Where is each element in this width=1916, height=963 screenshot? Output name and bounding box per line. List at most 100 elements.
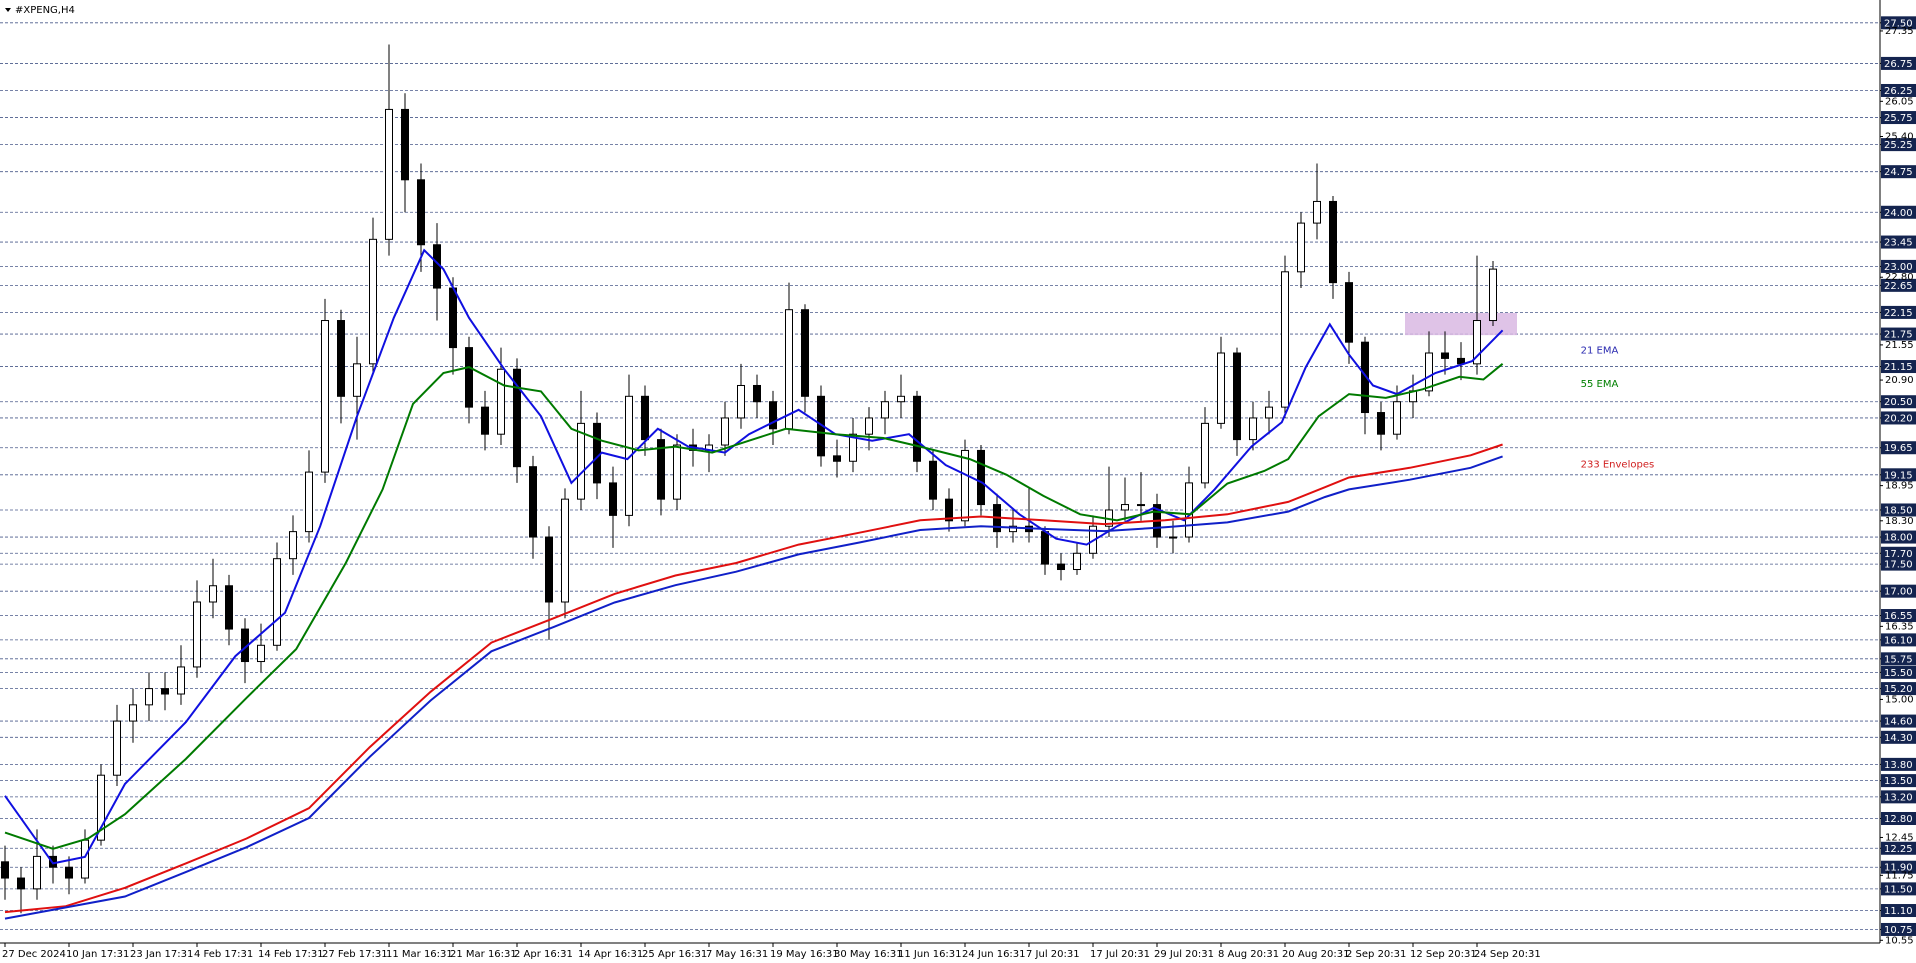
y-tick-box bbox=[1881, 665, 1916, 679]
y-tick-box bbox=[1881, 165, 1916, 179]
y-tick-label: 11.75 bbox=[1885, 870, 1914, 881]
candle-body bbox=[225, 585, 233, 630]
x-tick-label: 11 Mar 16:31 bbox=[386, 949, 453, 960]
candle-body bbox=[561, 498, 569, 603]
y-tick-label: 12.25 bbox=[1884, 844, 1913, 855]
y-tick-label: 12.80 bbox=[1884, 814, 1913, 825]
y-tick-label: 19.15 bbox=[1884, 470, 1913, 481]
candle-body bbox=[385, 108, 393, 240]
y-tick-box bbox=[1881, 138, 1916, 152]
y-tick-box bbox=[1881, 730, 1916, 744]
menu-triangle bbox=[5, 8, 11, 12]
candle-body bbox=[17, 877, 25, 890]
candle-body bbox=[337, 320, 345, 397]
candle-body bbox=[1009, 525, 1017, 533]
y-tick-label: 17.00 bbox=[1884, 587, 1913, 598]
x-tick-label: 24 Sep 20:31 bbox=[1474, 949, 1541, 960]
y-tick-box bbox=[1881, 633, 1916, 647]
y-tick-box bbox=[1881, 503, 1916, 517]
candle-body bbox=[1329, 200, 1337, 284]
indicator-label: 233 Envelopes bbox=[1581, 459, 1655, 470]
y-tick-box bbox=[1881, 278, 1916, 292]
candle-body bbox=[737, 384, 745, 419]
y-tick-label: 22.65 bbox=[1884, 281, 1913, 292]
y-tick-label: 27.50 bbox=[1884, 18, 1913, 29]
y-tick-box bbox=[1881, 841, 1916, 855]
candle-body bbox=[721, 417, 729, 446]
candle-body bbox=[465, 347, 473, 408]
candle-body bbox=[81, 839, 89, 879]
y-tick-label: 15.50 bbox=[1884, 668, 1913, 679]
indicator-line bbox=[4, 248, 1504, 865]
candle-body bbox=[1313, 200, 1321, 224]
candle-body bbox=[945, 498, 953, 522]
y-tick-box bbox=[1881, 882, 1916, 896]
y-tick-box bbox=[1881, 305, 1916, 319]
y-tick-label: 19.65 bbox=[1884, 443, 1913, 454]
indicator-label: 55 EMA bbox=[1581, 379, 1619, 390]
y-tick-box bbox=[1881, 111, 1916, 125]
candle-body bbox=[913, 395, 921, 462]
candle-body bbox=[449, 287, 457, 349]
y-tick-box bbox=[1881, 557, 1916, 571]
y-tick-label: 10.75 bbox=[1884, 925, 1913, 936]
y-tick-label: 15.20 bbox=[1884, 684, 1913, 695]
candle-body bbox=[401, 108, 409, 181]
candle-body bbox=[641, 395, 649, 441]
candle-body bbox=[849, 433, 857, 462]
candle-body bbox=[209, 585, 217, 603]
candle-body bbox=[609, 482, 617, 516]
x-tick-label: 20 Aug 20:31 bbox=[1282, 949, 1349, 960]
y-tick-label: 16.10 bbox=[1884, 635, 1913, 646]
candle-body bbox=[897, 395, 905, 403]
y-tick-box bbox=[1881, 790, 1916, 804]
y-tick-box bbox=[1881, 56, 1916, 70]
y-tick-label: 11.10 bbox=[1884, 906, 1913, 917]
x-tick-label: 14 Feb 17:31 bbox=[258, 949, 324, 960]
candle-body bbox=[1489, 268, 1497, 322]
candle-body bbox=[33, 855, 41, 890]
y-tick-label: 22.80 bbox=[1885, 272, 1914, 283]
y-tick-label: 21.15 bbox=[1884, 362, 1913, 373]
y-tick-box bbox=[1881, 83, 1916, 97]
y-tick-label: 14.60 bbox=[1884, 717, 1913, 728]
candle-body bbox=[513, 368, 521, 468]
x-tick-label: 21 Mar 16:31 bbox=[450, 949, 517, 960]
indicator-line bbox=[4, 455, 1503, 920]
x-tick-label: 17 Jul 20:31 bbox=[1090, 949, 1150, 960]
y-tick-label: 21.75 bbox=[1884, 330, 1913, 341]
candle-body bbox=[1473, 320, 1481, 365]
candle-body bbox=[257, 644, 265, 663]
y-tick-label: 22.15 bbox=[1884, 308, 1913, 319]
y-tick-label: 24.00 bbox=[1884, 208, 1913, 219]
y-tick-label: 15.75 bbox=[1884, 654, 1913, 665]
y-tick-box bbox=[1881, 812, 1916, 826]
y-tick-box bbox=[1881, 530, 1916, 544]
y-tick-label: 14.30 bbox=[1884, 733, 1913, 744]
y-tick-label: 11.90 bbox=[1884, 863, 1913, 874]
candle-body bbox=[865, 417, 873, 435]
y-tick-box bbox=[1881, 395, 1916, 409]
candle-body bbox=[577, 422, 585, 500]
indicator-line bbox=[4, 443, 1503, 914]
candle-body bbox=[673, 444, 681, 500]
candle-body bbox=[1185, 482, 1193, 538]
candle-body bbox=[305, 471, 313, 533]
y-tick-box bbox=[1881, 205, 1916, 219]
candle-body bbox=[881, 401, 889, 419]
candle-body bbox=[625, 395, 633, 516]
y-tick-box bbox=[1881, 714, 1916, 728]
x-tick-label: 27 Dec 2024 bbox=[2, 949, 66, 960]
candle-body bbox=[1297, 222, 1305, 273]
candle-body bbox=[1425, 352, 1433, 392]
y-tick-box bbox=[1881, 411, 1916, 425]
candle-body bbox=[1041, 531, 1049, 565]
indicator-label: 21 EMA bbox=[1581, 345, 1619, 356]
y-tick-box bbox=[1881, 860, 1916, 874]
candle-body bbox=[1169, 536, 1177, 539]
candle-body bbox=[65, 866, 73, 879]
candle-body bbox=[785, 309, 793, 430]
y-tick-box bbox=[1881, 360, 1916, 374]
candle-body bbox=[1361, 341, 1369, 414]
y-tick-label: 18.30 bbox=[1885, 516, 1914, 527]
